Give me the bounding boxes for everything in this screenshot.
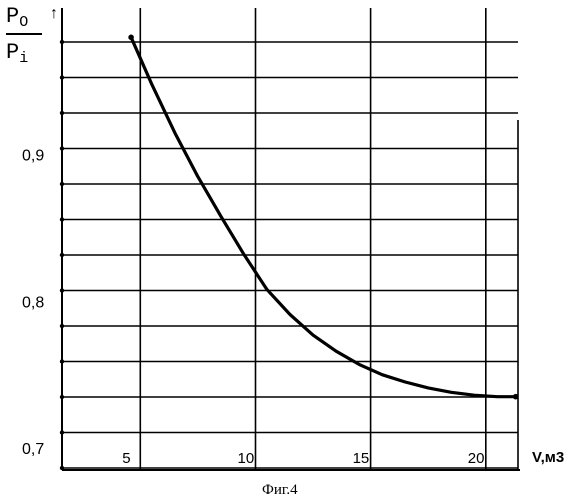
x-tick-label: 15 [353,450,370,467]
x-tick-label: 20 [468,450,485,467]
y-tick-label: 0,9 [22,148,44,165]
series [128,35,518,400]
series-point [513,394,519,400]
y-label-numerator: PO [6,4,28,31]
y-label-denominator: Pi [6,40,28,67]
ticks: 0,7 0,8 0,9 5 10 15 20 [22,148,484,467]
y-axis-label: PO Pi [6,4,42,67]
figure-caption: Фиг.4 [262,482,298,498]
series-line [131,37,516,396]
x-tick-label: 10 [238,450,255,467]
series-point [128,35,134,41]
x-tick-label: 5 [122,450,130,467]
grid [60,8,518,470]
y-tick-label: 0,8 [22,294,44,311]
y-axis-arrow-icon: ↑ [50,5,58,22]
y-tick-label: 0,7 [22,441,44,458]
x-axis-label: V,м3 [532,449,564,466]
